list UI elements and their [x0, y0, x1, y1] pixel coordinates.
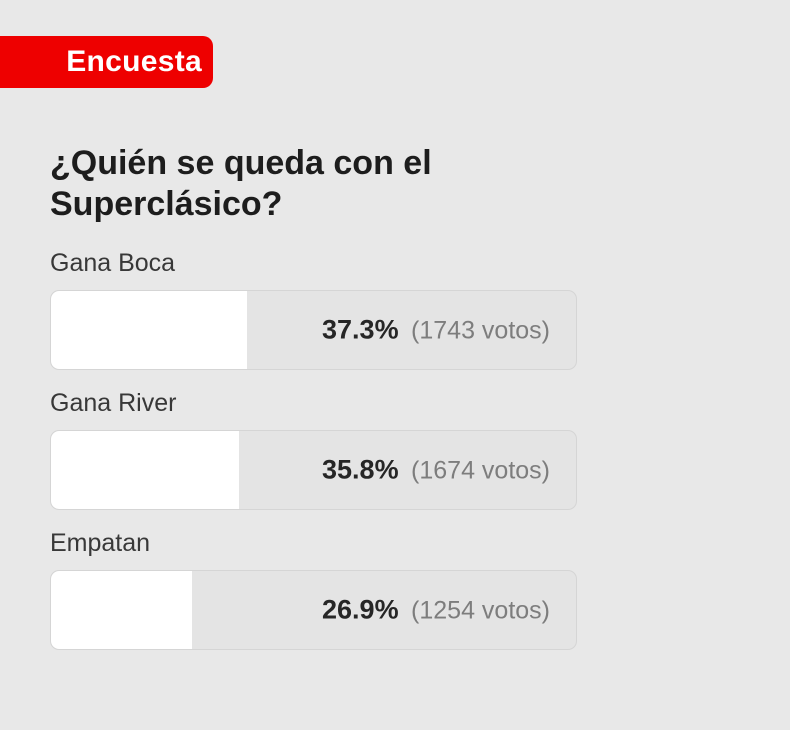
poll-option-gana-river: Gana River 35.8% (1674 votos) — [50, 388, 577, 510]
poll-question: ¿Quién se queda con el Superclásico? — [50, 144, 432, 223]
poll-result-bar-fill — [51, 571, 193, 649]
poll-result-bar: 26.9% (1254 votos) — [50, 570, 577, 650]
poll-result-text: 37.3% (1743 votos) — [322, 315, 550, 346]
poll-option-empatan: Empatan 26.9% (1254 votos) — [50, 528, 577, 650]
poll-option-label: Gana Boca — [50, 249, 176, 277]
poll-option-gana-boca: Gana Boca 37.3% (1743 votos) — [50, 248, 577, 370]
encuesta-badge-label: Encuesta — [66, 45, 202, 78]
poll-votes-count: (1674 votos) — [411, 456, 550, 485]
poll-votes-count: (1743 votos) — [411, 316, 550, 345]
poll-result-bar: 35.8% (1674 votos) — [50, 430, 577, 510]
poll-percent-value: 35.8% — [322, 454, 399, 485]
poll-percent-value: 37.3% — [322, 314, 399, 345]
poll-result-text: 26.9% (1254 votos) — [322, 595, 550, 626]
poll-percent-value: 26.9% — [322, 594, 399, 625]
poll-option-label: Gana River — [50, 389, 177, 417]
poll-result-bar-fill — [51, 431, 239, 509]
poll-result-bar: 37.3% (1743 votos) — [50, 290, 577, 370]
encuesta-badge: Encuesta — [0, 36, 213, 88]
poll-votes-count: (1254 votos) — [411, 596, 550, 625]
poll-result-text: 35.8% (1674 votos) — [322, 455, 550, 486]
poll-result-bar-fill — [51, 291, 247, 369]
poll-option-label: Empatan — [50, 529, 151, 557]
poll-options-list: Gana Boca 37.3% (1743 votos) Gana River … — [50, 248, 577, 668]
